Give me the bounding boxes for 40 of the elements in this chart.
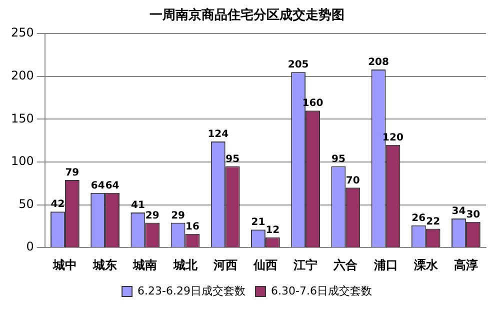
chart-title: 一周南京商品住宅分区成交走势图 [150, 7, 344, 24]
x-tick-label: 城北 [172, 258, 198, 272]
x-tick-label: 浦口 [372, 258, 398, 272]
data-label: 205 [288, 60, 309, 71]
data-label: 26 [412, 212, 426, 224]
data-label: 95 [226, 154, 240, 165]
data-label: 79 [65, 168, 80, 179]
data-label: 64 [90, 180, 105, 192]
data-label: 30 [466, 210, 480, 221]
y-tick-label: 50 [18, 196, 34, 211]
data-label: 21 [251, 217, 266, 228]
data-label: 12 [266, 224, 280, 236]
data-label: 208 [368, 57, 390, 68]
x-tick-label: 六合 [332, 258, 359, 272]
y-tick-label: 0 [26, 240, 34, 254]
data-label: 42 [50, 199, 65, 210]
x-tick-label: 高淳 [454, 258, 478, 272]
x-tick-label: 河西 [212, 258, 238, 272]
y-tick-label: 150 [11, 111, 34, 126]
legend-label: 6.23-6.29日成交套数 [138, 284, 246, 298]
y-tick-label: 250 [11, 26, 34, 40]
data-label: 124 [208, 129, 229, 140]
x-tick-label: 城南 [132, 258, 158, 272]
y-tick-label: 200 [11, 68, 34, 83]
legend-label: 6.30-7.6日成交套数 [271, 284, 372, 298]
data-label: 16 [186, 222, 200, 232]
data-label: 95 [331, 154, 346, 165]
data-label: 29 [145, 210, 160, 222]
x-tick-label: 仙西 [252, 258, 278, 272]
data-label: 70 [346, 175, 360, 186]
x-tick-label: 江宁 [292, 258, 318, 272]
data-label: 64 [105, 180, 120, 192]
data-label: 34 [452, 206, 466, 218]
data-label: 41 [130, 200, 145, 212]
x-tick-label: 城中 [52, 258, 77, 272]
y-tick-label: 100 [11, 154, 34, 168]
data-label: 22 [426, 216, 440, 228]
x-tick-label: 城东 [92, 258, 118, 272]
data-label: 29 [171, 210, 186, 222]
x-tick-label: 溧水 [412, 258, 439, 272]
